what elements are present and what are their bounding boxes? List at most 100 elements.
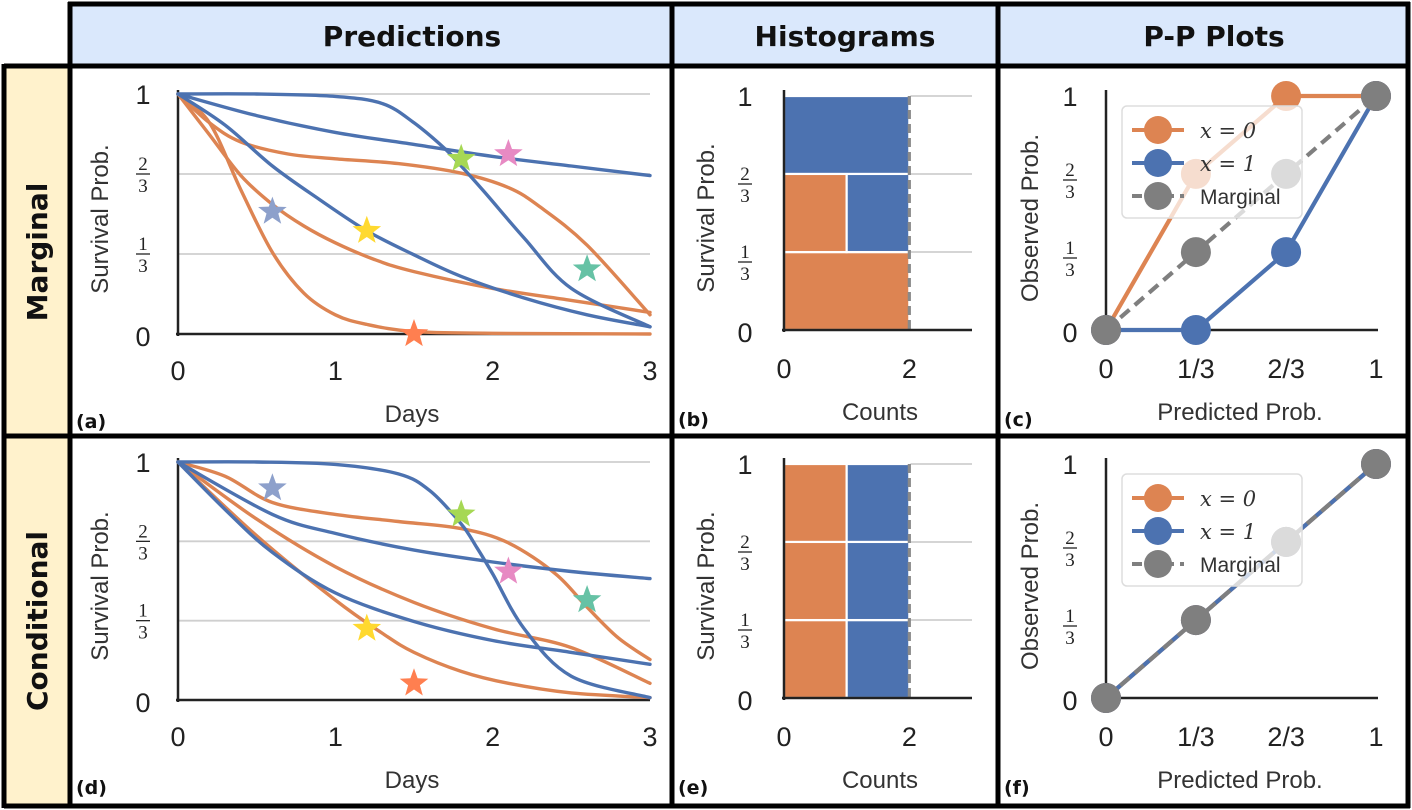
y-tick-two-third-den-e: 3 bbox=[740, 554, 750, 575]
legend-label-f-marginal: Marginal bbox=[1200, 554, 1281, 577]
y-tick-two-third-den-a: 3 bbox=[138, 176, 148, 197]
survival-curve-d-1 bbox=[176, 460, 652, 700]
y-tick-one-third-den-e: 3 bbox=[740, 632, 750, 653]
x-tick-d-3: 3 bbox=[642, 722, 657, 752]
hist-bar-e-x0-bin2 bbox=[782, 540, 848, 622]
legend-label-c-marginal: Marginal bbox=[1200, 186, 1281, 209]
hist-bar-e-x1-bin1 bbox=[845, 618, 911, 700]
header-bg-pp bbox=[998, 4, 1408, 66]
row-bg-conditional bbox=[4, 436, 70, 806]
x-axis-label-f: Predicted Prob. bbox=[1157, 767, 1322, 794]
pp-point-c-x0-3 bbox=[1271, 81, 1302, 111]
survival-curve-d-4 bbox=[176, 460, 652, 666]
survival-curve-a-1 bbox=[176, 92, 652, 336]
survival-curve-a-2 bbox=[176, 92, 652, 315]
x-tick-f-2: 2/3 bbox=[1267, 722, 1305, 752]
legend-marker-f-marginal bbox=[1144, 550, 1172, 578]
panel-label-a: (a) bbox=[76, 411, 106, 433]
star-marker-d-4 bbox=[446, 499, 476, 527]
survival-curve-d-2 bbox=[176, 460, 652, 685]
y-tick-one-third-num-d: 1 bbox=[138, 601, 148, 622]
star-marker-d-3 bbox=[399, 668, 429, 696]
y-tick-zero-b: 0 bbox=[737, 318, 752, 348]
x-axis-label-d: Days bbox=[385, 767, 440, 794]
row-bg-marginal bbox=[4, 66, 70, 436]
x-tick-f-1: 1/3 bbox=[1177, 722, 1215, 752]
y-tick-one-d: 1 bbox=[135, 448, 150, 478]
y-tick-one-c: 1 bbox=[1062, 82, 1077, 112]
star-marker-d-2 bbox=[352, 613, 382, 641]
y-tick-two-third-den-b: 3 bbox=[740, 186, 750, 207]
legend-label-f-x1: x = 1 bbox=[1200, 520, 1256, 544]
y-tick-one-third-num-f: 1 bbox=[1065, 606, 1075, 627]
survival-curve-a-4 bbox=[176, 92, 652, 329]
y-tick-two-third-num-a: 2 bbox=[138, 154, 148, 175]
survival-curve-d-3 bbox=[176, 460, 652, 662]
x-tick-b-0: 0 bbox=[776, 354, 791, 384]
hist-bar-e-x1-bin2 bbox=[845, 540, 911, 622]
y-tick-one-third-den-a: 3 bbox=[138, 256, 148, 277]
y-axis-label-c: Observed Prob. bbox=[1017, 134, 1044, 302]
star-marker-d-6 bbox=[572, 585, 602, 613]
survival-curve-a-6 bbox=[176, 92, 652, 178]
hist-bar-b-x0-bin2 bbox=[782, 172, 848, 254]
y-tick-two-third-num-f: 2 bbox=[1065, 528, 1075, 549]
star-marker-a-3 bbox=[399, 319, 429, 347]
panel-label-d: (d) bbox=[76, 777, 107, 799]
pp-point-c-x1-3 bbox=[1271, 237, 1302, 268]
y-axis-label-f: Observed Prob. bbox=[1017, 502, 1044, 670]
header-bg-predictions bbox=[70, 4, 672, 66]
y-tick-one-third-den-f: 3 bbox=[1065, 628, 1075, 649]
pp-point-f-marginal-1 bbox=[1091, 683, 1121, 713]
y-tick-two-third-num-b: 2 bbox=[740, 164, 750, 185]
hist-bar-e-x1-bin3 bbox=[845, 462, 911, 544]
x-tick-c-2: 2/3 bbox=[1267, 354, 1305, 384]
x-tick-b-2: 2 bbox=[902, 354, 917, 384]
x-tick-e-2: 2 bbox=[902, 722, 917, 752]
hist-bar-b-x1-bin2 bbox=[845, 172, 911, 254]
y-tick-zero-a: 0 bbox=[135, 322, 150, 352]
header-bg-histograms bbox=[672, 4, 998, 66]
x-axis-label-b: Counts bbox=[842, 399, 918, 426]
x-tick-d-2: 2 bbox=[485, 722, 500, 752]
star-marker-a-2 bbox=[352, 215, 382, 243]
legend-marker-f-x1 bbox=[1144, 517, 1172, 545]
y-axis-label-a: Survival Prob. bbox=[87, 144, 114, 293]
y-tick-one-third-num-c: 1 bbox=[1065, 238, 1075, 259]
y-axis-label-b: Survival Prob. bbox=[693, 143, 720, 292]
pp-point-f-marginal-2 bbox=[1180, 605, 1211, 636]
y-tick-one-third-den-d: 3 bbox=[138, 623, 148, 644]
x-tick-c-3: 1 bbox=[1368, 354, 1383, 384]
legend-marker-f-x0 bbox=[1144, 484, 1172, 512]
y-tick-two-third-den-c: 3 bbox=[1065, 182, 1075, 203]
x-tick-d-1: 1 bbox=[328, 722, 343, 752]
y-tick-one-f: 1 bbox=[1062, 450, 1077, 480]
y-tick-one-third-num-b: 1 bbox=[740, 242, 750, 263]
survival-curve-a-3 bbox=[176, 92, 652, 317]
x-tick-a-2: 2 bbox=[485, 356, 500, 386]
y-tick-two-third-num-c: 2 bbox=[1065, 160, 1075, 181]
x-tick-f-3: 1 bbox=[1368, 722, 1383, 752]
legend-label-c-x0: x = 0 bbox=[1200, 119, 1256, 143]
panel-label-e: (e) bbox=[678, 777, 708, 799]
x-tick-d-0: 0 bbox=[170, 722, 185, 752]
y-tick-one-a: 1 bbox=[135, 80, 150, 110]
x-tick-e-0: 0 bbox=[776, 722, 791, 752]
header-pp: P-P Plots bbox=[1143, 20, 1284, 53]
x-axis-label-a: Days bbox=[385, 401, 440, 428]
legend-label-c-x1: x = 1 bbox=[1200, 152, 1256, 176]
y-tick-one-third-den-b: 3 bbox=[740, 264, 750, 285]
pp-point-f-marginal-4 bbox=[1361, 449, 1391, 479]
x-axis-label-c: Predicted Prob. bbox=[1157, 399, 1322, 426]
x-tick-c-1: 1/3 bbox=[1177, 354, 1215, 384]
panel-label-b: (b) bbox=[678, 409, 709, 431]
star-marker-a-4 bbox=[446, 143, 476, 171]
y-tick-two-third-den-d: 3 bbox=[138, 543, 148, 564]
header-histograms: Histograms bbox=[755, 20, 936, 53]
legend-marker-c-x0 bbox=[1144, 116, 1172, 144]
star-marker-d-1 bbox=[258, 473, 287, 501]
panel-label-c: (c) bbox=[1004, 409, 1033, 431]
y-tick-one-e: 1 bbox=[737, 450, 752, 480]
y-tick-one-third-den-c: 3 bbox=[1065, 260, 1075, 281]
